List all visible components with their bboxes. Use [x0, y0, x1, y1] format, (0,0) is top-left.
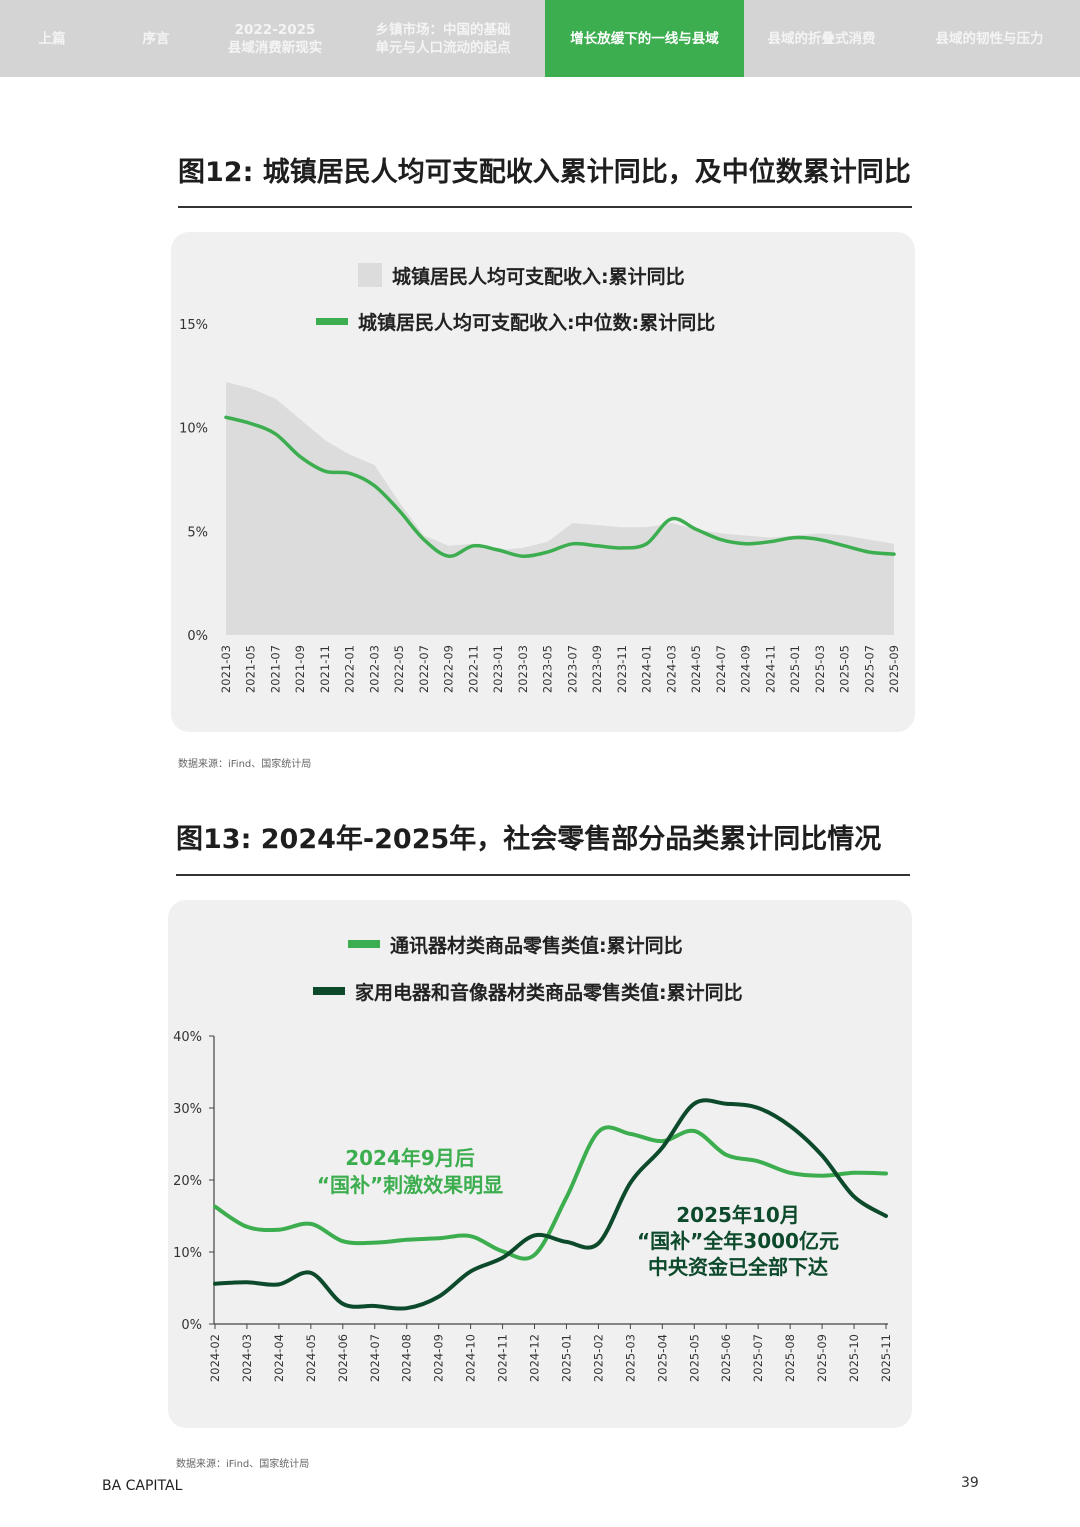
x-tick-label: 2023-07 — [565, 645, 579, 693]
x-tick-label: 2024-04 — [272, 1334, 286, 1382]
legend-label-communication: 通讯器材类商品零售类值:累计同比 — [390, 934, 683, 957]
legend-label-line: 城镇居民人均可支配收入:中位数:累计同比 — [358, 311, 715, 334]
y-tick-label: 40% — [173, 1030, 202, 1045]
y-tick-label: 0% — [187, 629, 208, 644]
x-tick-label: 2025-06 — [719, 1334, 733, 1382]
x-tick-label: 2023-11 — [615, 645, 629, 693]
x-tick-label: 2024-09 — [739, 645, 753, 693]
annotation-subsidy-2025: “国补”全年3000亿元 — [637, 1229, 839, 1253]
x-tick-label: 2025-07 — [862, 645, 876, 693]
page-number: 39 — [961, 1475, 979, 1491]
figure13-title: 图13: 2024年-2025年，社会零售部分品类累计同比情况 — [176, 824, 882, 855]
y-tick-label: 15% — [179, 318, 208, 333]
y-tick-label: 10% — [179, 422, 208, 437]
tab-county-consumption[interactable]: 2022-2025 县域消费新现实 — [227, 21, 323, 56]
x-tick-label: 2025-07 — [751, 1334, 765, 1382]
legend-label-appliances: 家用电器和音像器材类商品零售类值:累计同比 — [355, 981, 743, 1004]
x-tick-label: 2025-01 — [559, 1334, 573, 1382]
x-tick-label: 2025-10 — [847, 1334, 861, 1382]
top-nav: 上篇 序言 2022-2025 县域消费新现实 乡镇市场：中国的基础 单元与人口… — [0, 0, 1080, 77]
x-tick-label: 2025-04 — [655, 1334, 669, 1382]
x-tick-label: 2025-03 — [623, 1334, 637, 1382]
x-tick-label: 2024-11 — [763, 645, 777, 693]
annotation-subsidy-2025: 2025年10月 — [676, 1203, 800, 1227]
area-series-disposable-income — [226, 382, 894, 635]
x-tick-label: 2021-11 — [318, 645, 332, 693]
x-tick-label: 2021-07 — [268, 645, 282, 693]
legend-swatch-area — [358, 263, 382, 287]
footer-brand: BA CAPITAL — [102, 1478, 183, 1494]
x-tick-label: 2025-03 — [813, 645, 827, 693]
x-tick-label: 2022-05 — [392, 645, 406, 693]
x-tick-label: 2025-05 — [838, 645, 852, 693]
x-tick-label: 2025-02 — [591, 1334, 605, 1382]
legend-swatch-appliances — [313, 987, 345, 995]
x-tick-label: 2024-11 — [496, 1334, 510, 1382]
x-tick-label: 2024-05 — [304, 1334, 318, 1382]
x-tick-label: 2024-01 — [640, 645, 654, 693]
tab-preface[interactable]: 序言 — [142, 30, 170, 47]
x-tick-label: 2022-09 — [442, 645, 456, 693]
figure13-source: 数据来源：iFind、国家统计局 — [176, 1459, 310, 1470]
x-tick-label: 2024-05 — [689, 645, 703, 693]
x-tick-label: 2024-07 — [714, 645, 728, 693]
x-tick-label: 2024-03 — [664, 645, 678, 693]
x-tick-label: 2024-02 — [208, 1334, 222, 1382]
x-tick-label: 2025-01 — [788, 645, 802, 693]
x-tick-label: 2024-08 — [400, 1334, 414, 1382]
figure12-divider — [178, 206, 912, 208]
annotation-subsidy-start: “国补”刺激效果明显 — [317, 1173, 503, 1197]
x-tick-label: 2025-09 — [815, 1334, 829, 1382]
y-tick-label: 10% — [173, 1246, 202, 1261]
line-series-communication — [213, 1125, 888, 1261]
x-tick-label: 2023-05 — [541, 645, 555, 693]
x-tick-label: 2022-07 — [417, 645, 431, 693]
tab-township-market[interactable]: 乡镇市场：中国的基础 单元与人口流动的起点 — [375, 21, 511, 56]
annotation-subsidy-2025: 中央资金已全部下达 — [648, 1255, 828, 1279]
annotation-subsidy-start: 2024年9月后 — [345, 1146, 475, 1170]
figure12-title: 图12: 城镇居民人均可支配收入累计同比，及中位数累计同比 — [178, 157, 911, 188]
x-tick-label: 2025-11 — [879, 1334, 893, 1382]
tab-growth-slowdown[interactable]: 增长放缓下的一线与县域 — [545, 0, 744, 77]
figure13-divider — [176, 874, 910, 876]
y-tick-label: 30% — [173, 1102, 202, 1117]
x-tick-label: 2024-06 — [336, 1334, 350, 1382]
x-tick-label: 2023-09 — [590, 645, 604, 693]
x-tick-label: 2023-01 — [491, 645, 505, 693]
chart1-panel: 城镇居民人均可支配收入:累计同比城镇居民人均可支配收入:中位数:累计同比 0% 5%… — [171, 232, 915, 732]
x-tick-label: 2021-05 — [244, 645, 258, 693]
tab-upper-part[interactable]: 上篇 — [38, 30, 66, 47]
figure12-source: 数据来源：iFind、国家统计局 — [178, 759, 312, 770]
x-tick-label: 2023-03 — [516, 645, 530, 693]
x-tick-label: 2025-08 — [783, 1334, 797, 1382]
line-series-appliances — [213, 1098, 888, 1311]
tab-resilience-pressure[interactable]: 县域的韧性与压力 — [935, 30, 1044, 47]
legend-swatch-communication — [348, 940, 380, 948]
legend-label-area: 城镇居民人均可支配收入:累计同比 — [392, 265, 685, 288]
tab-folded-consumption[interactable]: 县域的折叠式消费 — [767, 30, 876, 47]
x-tick-label: 2024-12 — [528, 1334, 542, 1382]
x-tick-label: 2025-05 — [687, 1334, 701, 1382]
chart2-panel: 通讯器材类商品零售类值:累计同比家用电器和音像器材类商品零售类值:累计同比 0% 1… — [168, 900, 912, 1428]
x-tick-label: 2024-07 — [368, 1334, 382, 1382]
legend-swatch-line — [316, 318, 348, 325]
y-tick-label: 0% — [181, 1318, 202, 1333]
x-tick-label: 2024-09 — [432, 1334, 446, 1382]
x-tick-label: 2022-03 — [367, 645, 381, 693]
x-tick-label: 2022-11 — [466, 645, 480, 693]
line-series-median-income — [224, 415, 896, 558]
y-tick-label: 5% — [187, 525, 208, 540]
x-tick-label: 2025-09 — [887, 645, 901, 693]
x-tick-label: 2022-01 — [343, 645, 357, 693]
x-tick-label: 2021-03 — [219, 645, 233, 693]
y-tick-label: 20% — [173, 1174, 202, 1189]
x-tick-label: 2024-03 — [240, 1334, 254, 1382]
x-tick-label: 2021-09 — [293, 645, 307, 693]
x-tick-label: 2024-10 — [464, 1334, 478, 1382]
